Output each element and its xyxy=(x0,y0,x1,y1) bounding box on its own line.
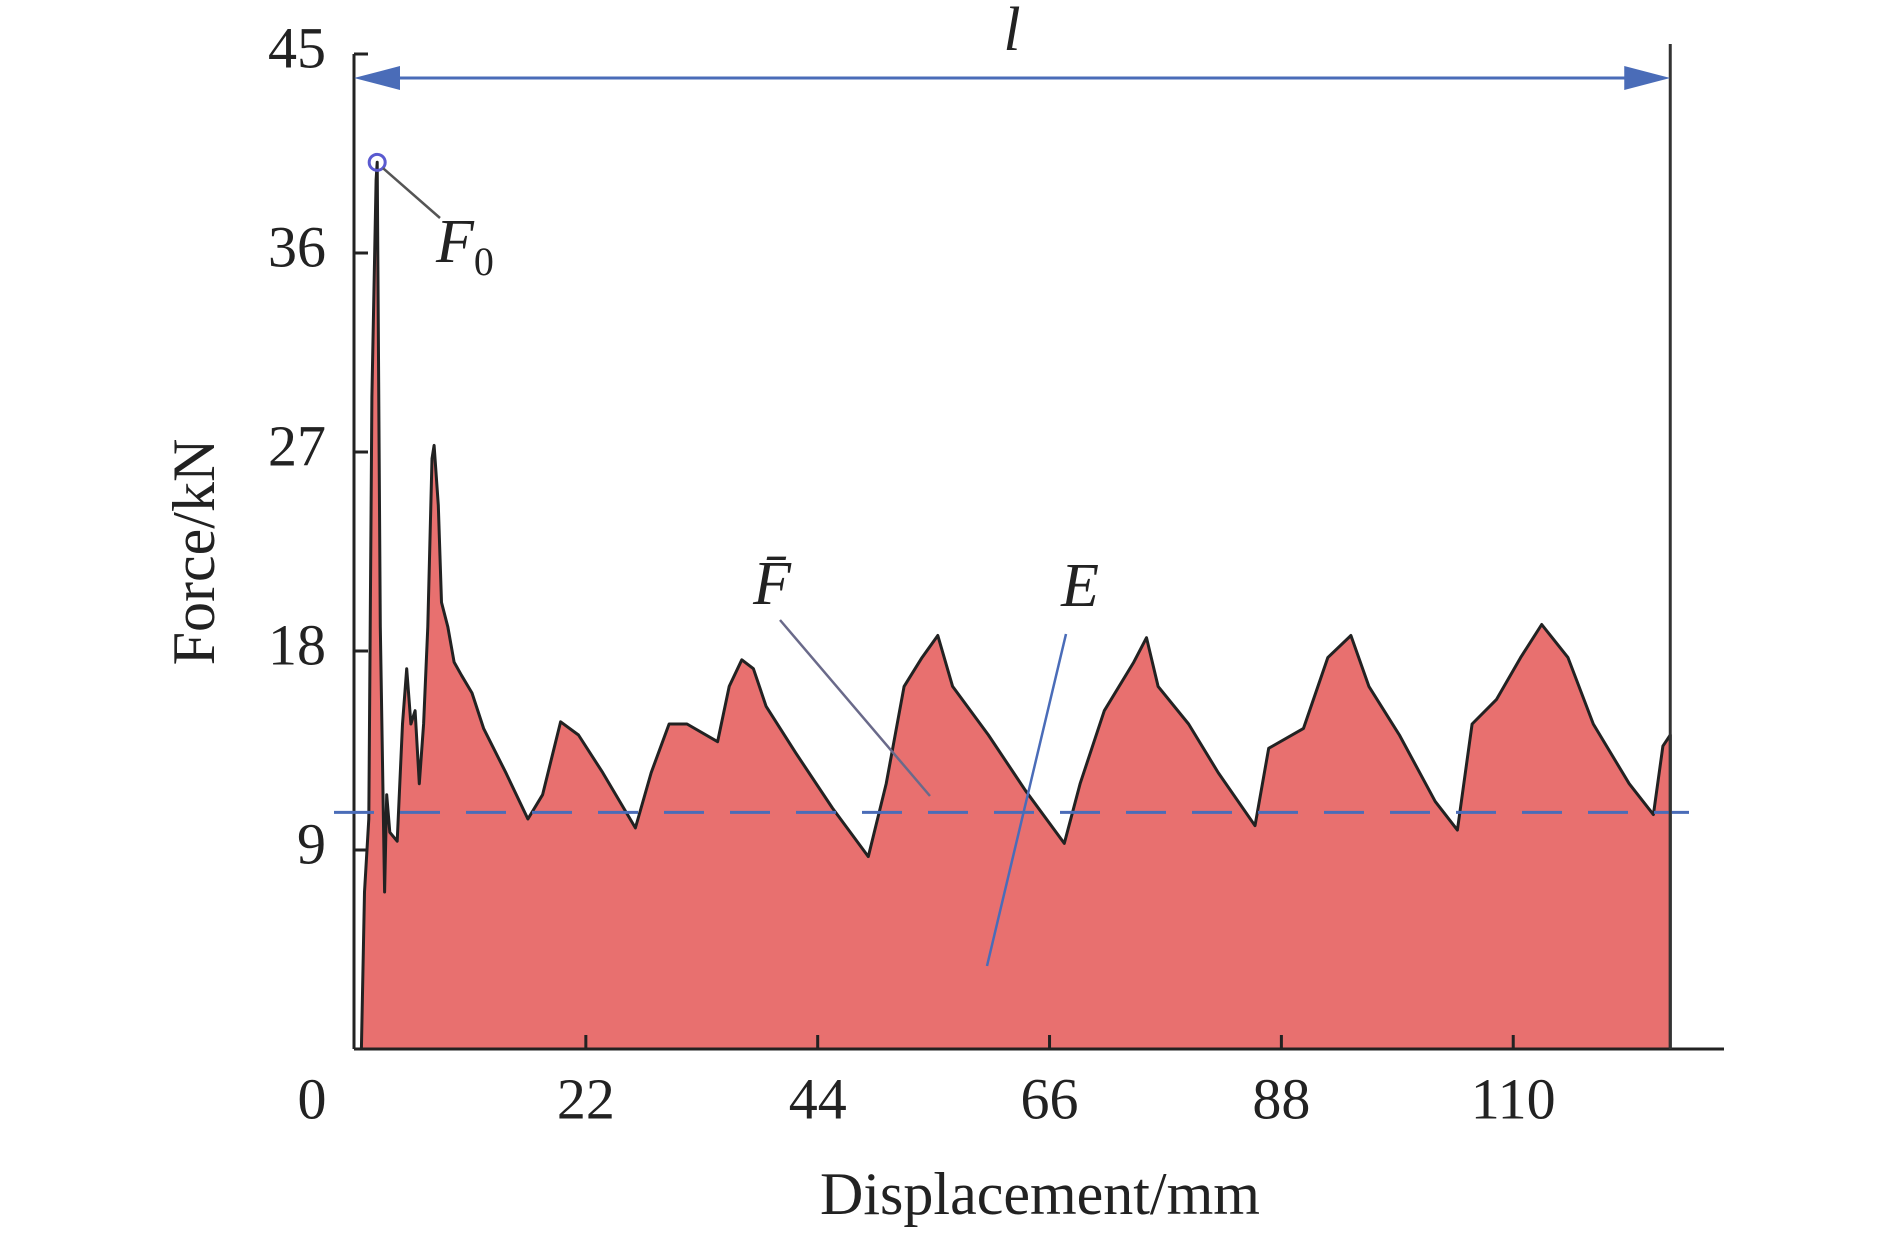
x-tick-label: 22 xyxy=(557,1066,615,1131)
x-tick-label: 66 xyxy=(1021,1066,1079,1131)
energy-leader xyxy=(985,633,1068,967)
x-tick-label: 0 xyxy=(298,1066,327,1131)
mean-leader xyxy=(779,619,931,797)
x-tick-label: 44 xyxy=(789,1066,847,1131)
peak-marker xyxy=(367,152,387,172)
y-axis-label: Force/kN xyxy=(161,439,227,666)
y-tick-label: 36 xyxy=(268,214,326,279)
arrow-head xyxy=(354,66,400,90)
mean-label: F̄ xyxy=(752,550,792,618)
arrow-head xyxy=(1624,66,1671,90)
force-line xyxy=(359,160,1672,1050)
energy-label: E xyxy=(1060,552,1099,620)
peak-label-main: F xyxy=(435,208,475,276)
peak-label-subscript: 0 xyxy=(474,239,494,284)
x-axis-label: Displacement/mm xyxy=(820,1161,1260,1227)
length-label: l xyxy=(1003,0,1020,64)
x-tick-label: 110 xyxy=(1471,1066,1556,1131)
y-tick-label: 18 xyxy=(268,612,326,677)
y-tick-label: 45 xyxy=(268,15,326,80)
peak-leader xyxy=(382,167,441,219)
area-fill xyxy=(361,162,1671,1050)
y-tick-label: 9 xyxy=(297,811,326,876)
y-tick-label: 27 xyxy=(268,413,326,478)
x-tick-label: 88 xyxy=(1252,1066,1310,1131)
peak-label: F0 xyxy=(435,208,494,284)
